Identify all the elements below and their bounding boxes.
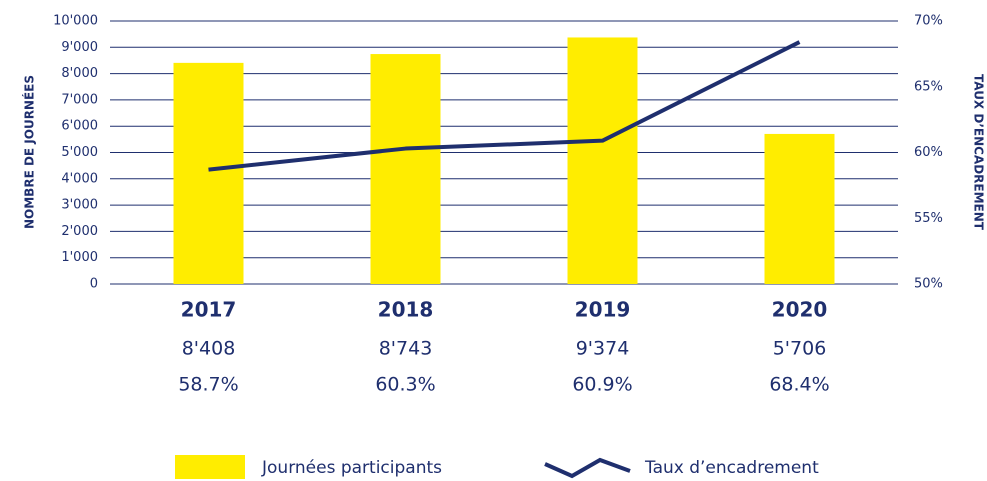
x-tick-label: 2017 bbox=[181, 298, 237, 322]
y-tick-label: 6'000 bbox=[61, 119, 98, 134]
y2-tick-label: 65% bbox=[914, 79, 943, 94]
y-tick-label: 10'000 bbox=[53, 14, 98, 29]
bar bbox=[370, 54, 441, 285]
y-axis-title: NOMBRE DE JOURNÉES bbox=[22, 75, 37, 229]
y-tick-label: 4'000 bbox=[61, 171, 98, 186]
value-label: 60.9% bbox=[572, 374, 632, 396]
y2-tick-label: 70% bbox=[914, 14, 943, 29]
y2-tick-label: 55% bbox=[914, 211, 943, 226]
value-label: 9'374 bbox=[576, 338, 630, 360]
y-tick-label: 3'000 bbox=[61, 198, 98, 213]
y-tick-label: 9'000 bbox=[61, 40, 98, 55]
value-label: 8'743 bbox=[379, 338, 433, 360]
value-label: 68.4% bbox=[769, 374, 829, 396]
bar bbox=[173, 62, 244, 284]
value-label: 8'408 bbox=[182, 338, 236, 360]
value-label: 58.7% bbox=[178, 374, 238, 396]
line bbox=[208, 40, 801, 172]
legend-swatch bbox=[544, 457, 631, 479]
y-tick-label: 2'000 bbox=[61, 224, 98, 239]
y-tick-label: 5'000 bbox=[61, 145, 98, 160]
y-tick-label: 1'000 bbox=[61, 250, 98, 265]
y2-tick-label: 60% bbox=[914, 145, 943, 160]
y-tick-label: 0 bbox=[90, 277, 98, 292]
bar bbox=[567, 37, 638, 284]
legend-label: Taux d’encadrement bbox=[644, 458, 819, 478]
value-label: 60.3% bbox=[375, 374, 435, 396]
y2-tick-label: 50% bbox=[914, 277, 943, 292]
legend-swatch bbox=[175, 455, 245, 479]
bar bbox=[764, 133, 835, 284]
x-tick-label: 2020 bbox=[772, 298, 828, 322]
y-tick-label: 8'000 bbox=[61, 66, 98, 81]
y-tick-label: 7'000 bbox=[61, 92, 98, 107]
legend-label: Journées participants bbox=[261, 458, 442, 478]
x-tick-label: 2018 bbox=[378, 298, 434, 322]
value-label: 5'706 bbox=[773, 338, 827, 360]
y2-axis-title: TAUX D’ENCADREMENT bbox=[972, 74, 986, 231]
x-tick-label: 2019 bbox=[575, 298, 631, 322]
